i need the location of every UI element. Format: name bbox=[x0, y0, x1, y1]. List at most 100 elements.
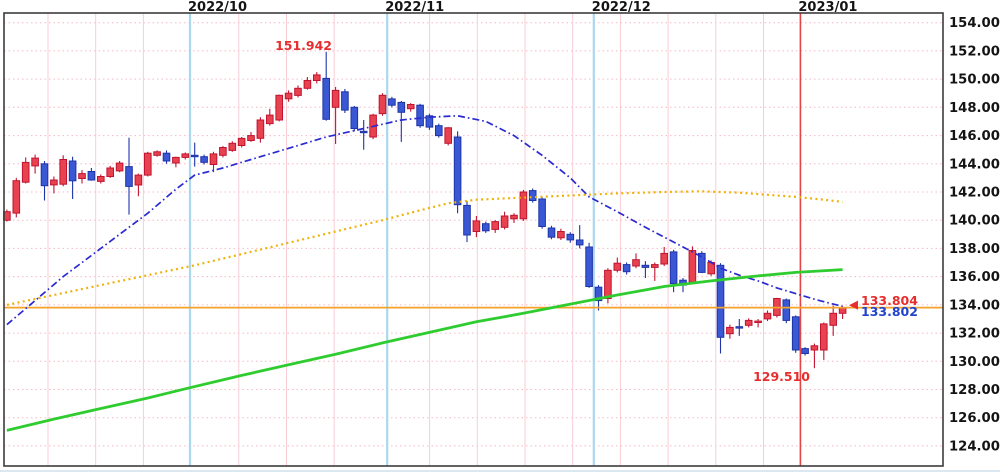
candle-body bbox=[482, 223, 490, 232]
candle-body bbox=[97, 176, 105, 182]
candle-body bbox=[153, 151, 161, 156]
candle-body bbox=[763, 312, 772, 320]
y-axis-tick-label: 146.000 bbox=[949, 129, 1000, 144]
y-axis-tick-label: 142.000 bbox=[949, 186, 1000, 201]
low-price-annotation: 129.510 bbox=[753, 369, 810, 384]
candle-body bbox=[331, 89, 340, 108]
candle-body bbox=[472, 220, 481, 232]
candle-body bbox=[31, 157, 39, 167]
candle-body bbox=[735, 326, 744, 329]
candle-body bbox=[78, 173, 86, 180]
candle-body bbox=[50, 179, 58, 186]
candle-body bbox=[528, 190, 537, 202]
candle-body bbox=[359, 130, 368, 134]
y-axis-tick-label: 152.000 bbox=[949, 44, 1000, 59]
x-axis-date-label: 2023/01 bbox=[798, 0, 857, 15]
ma-mid-orange-line bbox=[6, 190, 843, 306]
candle-body bbox=[575, 239, 584, 246]
candle-body bbox=[322, 77, 330, 120]
candle-body bbox=[172, 156, 180, 164]
candle-body bbox=[68, 160, 77, 182]
candle-body bbox=[557, 231, 565, 239]
candle-body bbox=[782, 299, 791, 321]
candle-body bbox=[463, 204, 471, 236]
y-axis-tick-label: 138.000 bbox=[949, 242, 1000, 257]
candle-body bbox=[829, 312, 838, 326]
candle-body bbox=[538, 198, 546, 227]
candle-body bbox=[106, 167, 115, 177]
candle-body bbox=[313, 74, 321, 82]
candle-body bbox=[284, 92, 293, 100]
y-axis-tick-label: 144.000 bbox=[949, 157, 1000, 172]
y-axis-tick-label: 148.000 bbox=[949, 101, 1000, 116]
candle-body bbox=[585, 246, 593, 287]
candle-body bbox=[247, 135, 255, 142]
candle-body bbox=[87, 171, 96, 181]
candle-body bbox=[144, 152, 152, 176]
y-axis-tick-label: 128.000 bbox=[949, 383, 1000, 398]
candle-body bbox=[275, 94, 283, 121]
window-bottom-edge bbox=[0, 470, 1000, 472]
candle-body bbox=[162, 152, 171, 162]
candle-body bbox=[510, 214, 518, 220]
candle-body bbox=[397, 101, 406, 113]
candle-body bbox=[406, 104, 415, 110]
y-axis-tick-label: 136.000 bbox=[949, 270, 1000, 285]
plot-border bbox=[3, 12, 944, 467]
candle-body bbox=[294, 87, 302, 96]
candle-body bbox=[388, 98, 396, 106]
candle-body bbox=[59, 159, 68, 185]
candle-body bbox=[219, 147, 227, 156]
candle-body bbox=[416, 104, 424, 127]
candle-body bbox=[12, 180, 21, 214]
high-price-annotation: 151.942 bbox=[275, 38, 332, 53]
candle-body bbox=[134, 174, 143, 186]
candle-body bbox=[237, 137, 246, 146]
ma-slow-green-line bbox=[6, 268, 843, 432]
candle-body bbox=[228, 142, 237, 151]
current-price-label: 133.804 bbox=[861, 293, 918, 308]
candle-body bbox=[801, 348, 809, 355]
candle-body bbox=[651, 264, 659, 268]
candle-body bbox=[21, 161, 30, 183]
candle-body bbox=[181, 153, 190, 158]
candle-body bbox=[444, 127, 452, 144]
x-axis-date-label: 2022/10 bbox=[188, 0, 247, 15]
candle-body bbox=[40, 163, 49, 187]
x-axis-date-label: 2022/12 bbox=[592, 0, 651, 15]
candle-body bbox=[378, 94, 387, 115]
candle-body bbox=[622, 264, 631, 273]
y-axis-tick-label: 150.000 bbox=[949, 73, 1000, 88]
candle-body bbox=[613, 262, 622, 271]
candle-body bbox=[190, 154, 199, 158]
candle-body bbox=[688, 250, 697, 283]
candle-body bbox=[791, 316, 800, 351]
candle-body bbox=[754, 320, 762, 324]
candle-body bbox=[491, 221, 499, 230]
candle-body bbox=[838, 307, 847, 314]
candle-body bbox=[566, 233, 575, 241]
candle-body bbox=[519, 191, 528, 220]
candle-body bbox=[350, 106, 359, 130]
candle-body bbox=[669, 251, 678, 285]
current-price-marker-icon bbox=[849, 300, 858, 310]
candle-body bbox=[641, 264, 650, 268]
candle-body bbox=[698, 252, 706, 273]
candle-body bbox=[266, 114, 274, 125]
candle-body bbox=[632, 259, 640, 267]
x-axis-date-label: 2022/11 bbox=[385, 0, 444, 15]
candle-body bbox=[425, 115, 434, 128]
current-ma-value-label: 133.802 bbox=[861, 304, 918, 319]
candle-body bbox=[594, 286, 603, 302]
candle-body bbox=[547, 227, 556, 238]
candle-body bbox=[744, 319, 753, 326]
candle-body bbox=[303, 80, 312, 89]
candle-body bbox=[810, 345, 819, 351]
candle-body bbox=[115, 162, 124, 172]
candle-body bbox=[435, 125, 443, 137]
candle-body bbox=[209, 153, 218, 165]
y-axis-tick-label: 124.000 bbox=[949, 439, 1000, 454]
candle-body bbox=[453, 136, 462, 206]
candle-body bbox=[256, 119, 265, 139]
